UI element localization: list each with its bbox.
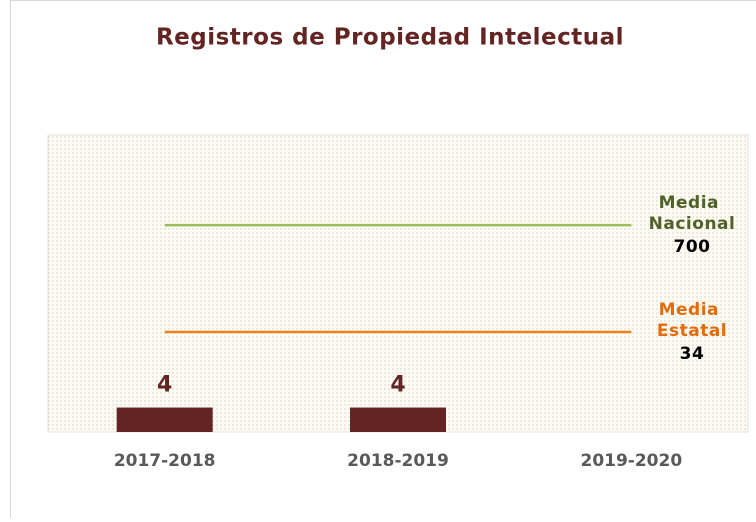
data-label: 4 — [157, 373, 172, 398]
chart-title: Registros de Propiedad Intelectual — [156, 25, 624, 51]
bar — [350, 408, 446, 432]
reference-value: 34 — [680, 344, 705, 364]
reference-value: 700 — [674, 237, 711, 257]
x-tick-label: 2017-2018 — [114, 451, 216, 471]
x-tick-label: 2019-2020 — [580, 451, 682, 471]
reference-label: Media Nacional — [649, 193, 736, 234]
reference-label: Media Estatal — [657, 300, 727, 341]
x-tick-label: 2018-2019 — [347, 451, 449, 471]
bar — [117, 408, 213, 432]
data-label: 4 — [390, 373, 405, 398]
